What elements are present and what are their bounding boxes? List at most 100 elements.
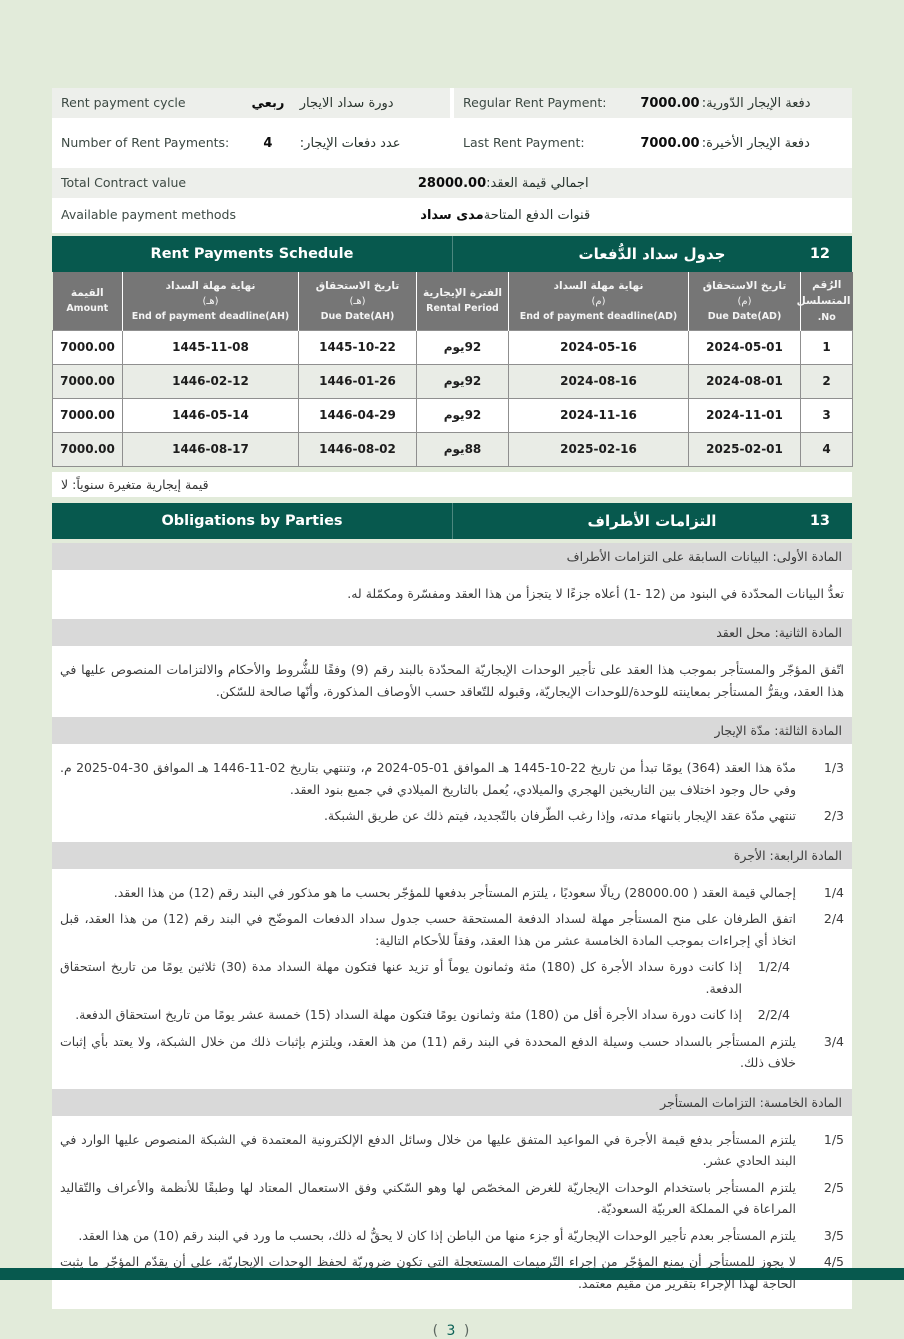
col-amount-ar: القيمة xyxy=(70,287,104,300)
cell-due-ad-1: 2024-05-01 xyxy=(688,329,801,365)
contract-page: { "info": { "rows": [ { "en": "Rent paym… xyxy=(0,88,904,1339)
label-en-payment-methods: Available payment methods xyxy=(61,207,236,223)
cell-deadline-ad-2: 2024-08-16 xyxy=(508,363,689,399)
article-2-body: اتّفق المؤجّر والمستأجر بموجب هذا العقد … xyxy=(52,649,852,713)
cell-due-ah-2: 1446-01-26 xyxy=(298,363,417,399)
clause-text: اتفق الطرفان على منح المستأجر مهلة لسداد… xyxy=(60,911,796,948)
label-ar-payments-count: عدد دفعات الإيجار: xyxy=(299,135,401,151)
value-total-value: 28000.00 xyxy=(417,175,487,191)
col-serial-en: .No xyxy=(817,311,836,323)
obligations-section-number: 13 xyxy=(809,512,830,529)
col-due-ad-ar: تاريخ الاستحقاق xyxy=(702,279,787,292)
label-en-payments-count: Number of Rent Payments: xyxy=(61,134,230,150)
contract-summary-table: Rent payment cycle ربعي دورة سداد الايجا… xyxy=(52,88,852,233)
payment-row-3: 3 2024-11-01 2024-11-16 92يوم 1446-04-29… xyxy=(52,397,853,433)
variable-rent-note: قيمة إيجارية متغيرة سنوياً: لا xyxy=(52,471,852,497)
label-en-regular-payment: Regular Rent Payment: xyxy=(463,94,607,110)
clause-text: تعدُّ البيانات المحدّدة في البنود من ‎(1… xyxy=(347,585,844,601)
cell-amount-1: 7000.00 xyxy=(52,329,123,365)
cell-period-4: 88يوم xyxy=(416,431,509,467)
clause: 3/5 يلتزم المستأجر بعدم تأجير الوحدات ال… xyxy=(60,1225,844,1247)
page-number-paren-open: ( xyxy=(432,1323,441,1339)
obligations-header-divider xyxy=(452,502,453,539)
cell-amount-2: 7000.00 xyxy=(52,363,123,399)
article-1-body: تعدُّ البيانات المحدّدة في البنود من ‎(1… xyxy=(52,573,852,616)
article-5-heading: المادة الخامسة: التزامات المستأجر xyxy=(52,1088,852,1116)
payments-table-body: 1 2024-05-01 2024-05-16 92يوم 1445-10-22… xyxy=(52,329,853,467)
cell-amount-4: 7000.00 xyxy=(52,431,123,467)
col-due-ah-en: Due Date(AH) xyxy=(320,310,395,322)
info-row-payment-methods: Available payment methods مدى سداد قنوات… xyxy=(52,200,852,233)
article-1-heading: المادة الأولى: البيانات السابقة على التز… xyxy=(52,542,852,570)
value-payment-methods: مدى سداد xyxy=(420,208,484,223)
clause-text: يلتزم المستأجر بدفع قيمة الأجرة في الموا… xyxy=(60,1131,796,1169)
cell-deadline-ah-3: 1446-05-14 xyxy=(122,397,299,433)
cell-due-ad-3: 2024-11-01 xyxy=(688,397,801,433)
col-due-ah-ar: تاريخ الاستحقاق xyxy=(315,279,400,292)
label-ar-rent-cycle: دورة سداد الايجار xyxy=(299,95,394,111)
label-ar-total-value: اجمالي قيمة العقد: xyxy=(486,175,589,191)
cell-due-ah-4: 1446-08-02 xyxy=(298,431,417,467)
info-cell-payments-count: Number of Rent Payments: 4 عدد دفعات الإ… xyxy=(52,120,450,166)
cell-no-2: 2 xyxy=(800,363,853,399)
col-period-ar: الفترة الإيجارية xyxy=(423,287,502,300)
value-payments-count: 4 xyxy=(263,135,273,151)
cell-due-ad-2: 2024-08-01 xyxy=(688,363,801,399)
col-due-date-ah: تاريخ الاستحقاق (هـ) Due Date(AH) xyxy=(298,272,417,331)
clause-text: مدّة هذا العقد (364) يومًا تبدأ من تاريخ… xyxy=(60,760,796,797)
article-3-heading: المادة الثالثة: مدّة الإيجار xyxy=(52,717,852,745)
cell-amount-3: 7000.00 xyxy=(52,397,123,433)
clause-number: 1/2/4 xyxy=(757,959,790,975)
cell-period-1: 92يوم xyxy=(416,329,509,365)
label-ar-regular-payment: دفعة الإيجار الدّورية: xyxy=(701,95,811,111)
obligations-title-ar: التزامات الأطراف xyxy=(587,511,717,530)
cell-due-ah-3: 1446-04-29 xyxy=(298,397,417,433)
clause: 1/4 إجمالي قيمة العقد ‎(28000.00 )‎ ريال… xyxy=(60,882,844,904)
label-en-last-payment: Last Rent Payment: xyxy=(463,134,585,150)
col-deadline-ad-ar: نهاية مهلة السداد xyxy=(553,279,644,292)
article-2-heading: المادة الثانية: محل العقد xyxy=(52,619,852,647)
obligations-title-en-wrap: Obligations by Parties xyxy=(52,503,452,539)
clause: 3/4 يلتزم المستأجر بالسداد حسب وسيلة الد… xyxy=(60,1031,844,1074)
col-deadline-ah-sub: (هـ) xyxy=(202,295,219,307)
col-period-en: Rental Period xyxy=(426,303,499,315)
section-header-payments-schedule: Rent Payments Schedule جدول سداد الدُّفع… xyxy=(52,236,852,272)
col-rental-period: الفترة الإيجارية Rental Period xyxy=(416,272,509,331)
cell-deadline-ah-1: 1445-11-08 xyxy=(122,329,299,365)
label-en-total-value: Total Contract value xyxy=(61,174,187,190)
section-title-ar: جدول سداد الدُّفعات xyxy=(578,245,726,263)
col-deadline-ah: نهاية مهلة السداد (هـ) End of payment de… xyxy=(122,272,299,331)
value-last-payment: 7000.00 xyxy=(640,135,700,151)
page-number-paren-close: ) xyxy=(463,1323,472,1339)
footer-bar xyxy=(0,1268,904,1280)
col-due-ah-sub: (هـ) xyxy=(349,295,366,307)
value-regular-payment: 7000.00 xyxy=(640,95,700,111)
page-number: ( 3 ) xyxy=(52,1323,852,1339)
clause-text: إذا كانت دورة سداد الأجرة كل (180) مئة و… xyxy=(60,959,743,996)
cell-no-3: 3 xyxy=(800,397,853,433)
clause: اتّفق المؤجّر والمستأجر بموجب هذا العقد … xyxy=(60,659,844,702)
col-amount-en: Amount xyxy=(66,303,109,315)
info-row-payments-count: Number of Rent Payments: 4 عدد دفعات الإ… xyxy=(52,120,852,168)
info-row-rent-cycle: Rent payment cycle ربعي دورة سداد الايجا… xyxy=(52,88,852,120)
section-header-divider xyxy=(452,236,453,272)
cell-deadline-ad-1: 2024-05-16 xyxy=(508,329,689,365)
clause-number: 1/5 xyxy=(823,1131,844,1147)
clause-text: يلتزم المستأجر بعدم تأجير الوحدات الإيجا… xyxy=(78,1227,796,1243)
section-title-ar-wrap: جدول سداد الدُّفعات 12 xyxy=(452,236,852,272)
payments-table-head: الرُقم المتسلسل .No تاريخ الاستحقاق (م) … xyxy=(52,272,853,331)
clause-number: 2/5 xyxy=(823,1179,844,1195)
clause-number: 3/5 xyxy=(823,1227,844,1243)
sub-clause: 2/2/4 إذا كانت دورة سداد الأجرة أقل من (… xyxy=(60,1004,790,1026)
clause-text: يلتزم المستأجر بالسداد حسب وسيلة الدفع ا… xyxy=(60,1033,796,1071)
info-cell-last-payment: Last Rent Payment: 7000.00 دفعة الإيجار … xyxy=(450,120,852,166)
section-number: 12 xyxy=(809,246,830,262)
cell-due-ah-1: 1445-10-22 xyxy=(298,329,417,365)
clause-text: اتّفق المؤجّر والمستأجر بموجب هذا العقد … xyxy=(60,662,844,699)
section-header-obligations: Obligations by Parties التزامات الأطراف … xyxy=(52,502,852,539)
col-due-ad-sub: (م) xyxy=(737,295,752,307)
label-en-rent-cycle: Rent payment cycle xyxy=(61,94,186,110)
section-title-en-wrap: Rent Payments Schedule xyxy=(52,236,452,272)
page-number-value: 3 xyxy=(446,1323,458,1339)
label-ar-payment-methods: قنوات الدفع المتاحة xyxy=(483,208,591,223)
